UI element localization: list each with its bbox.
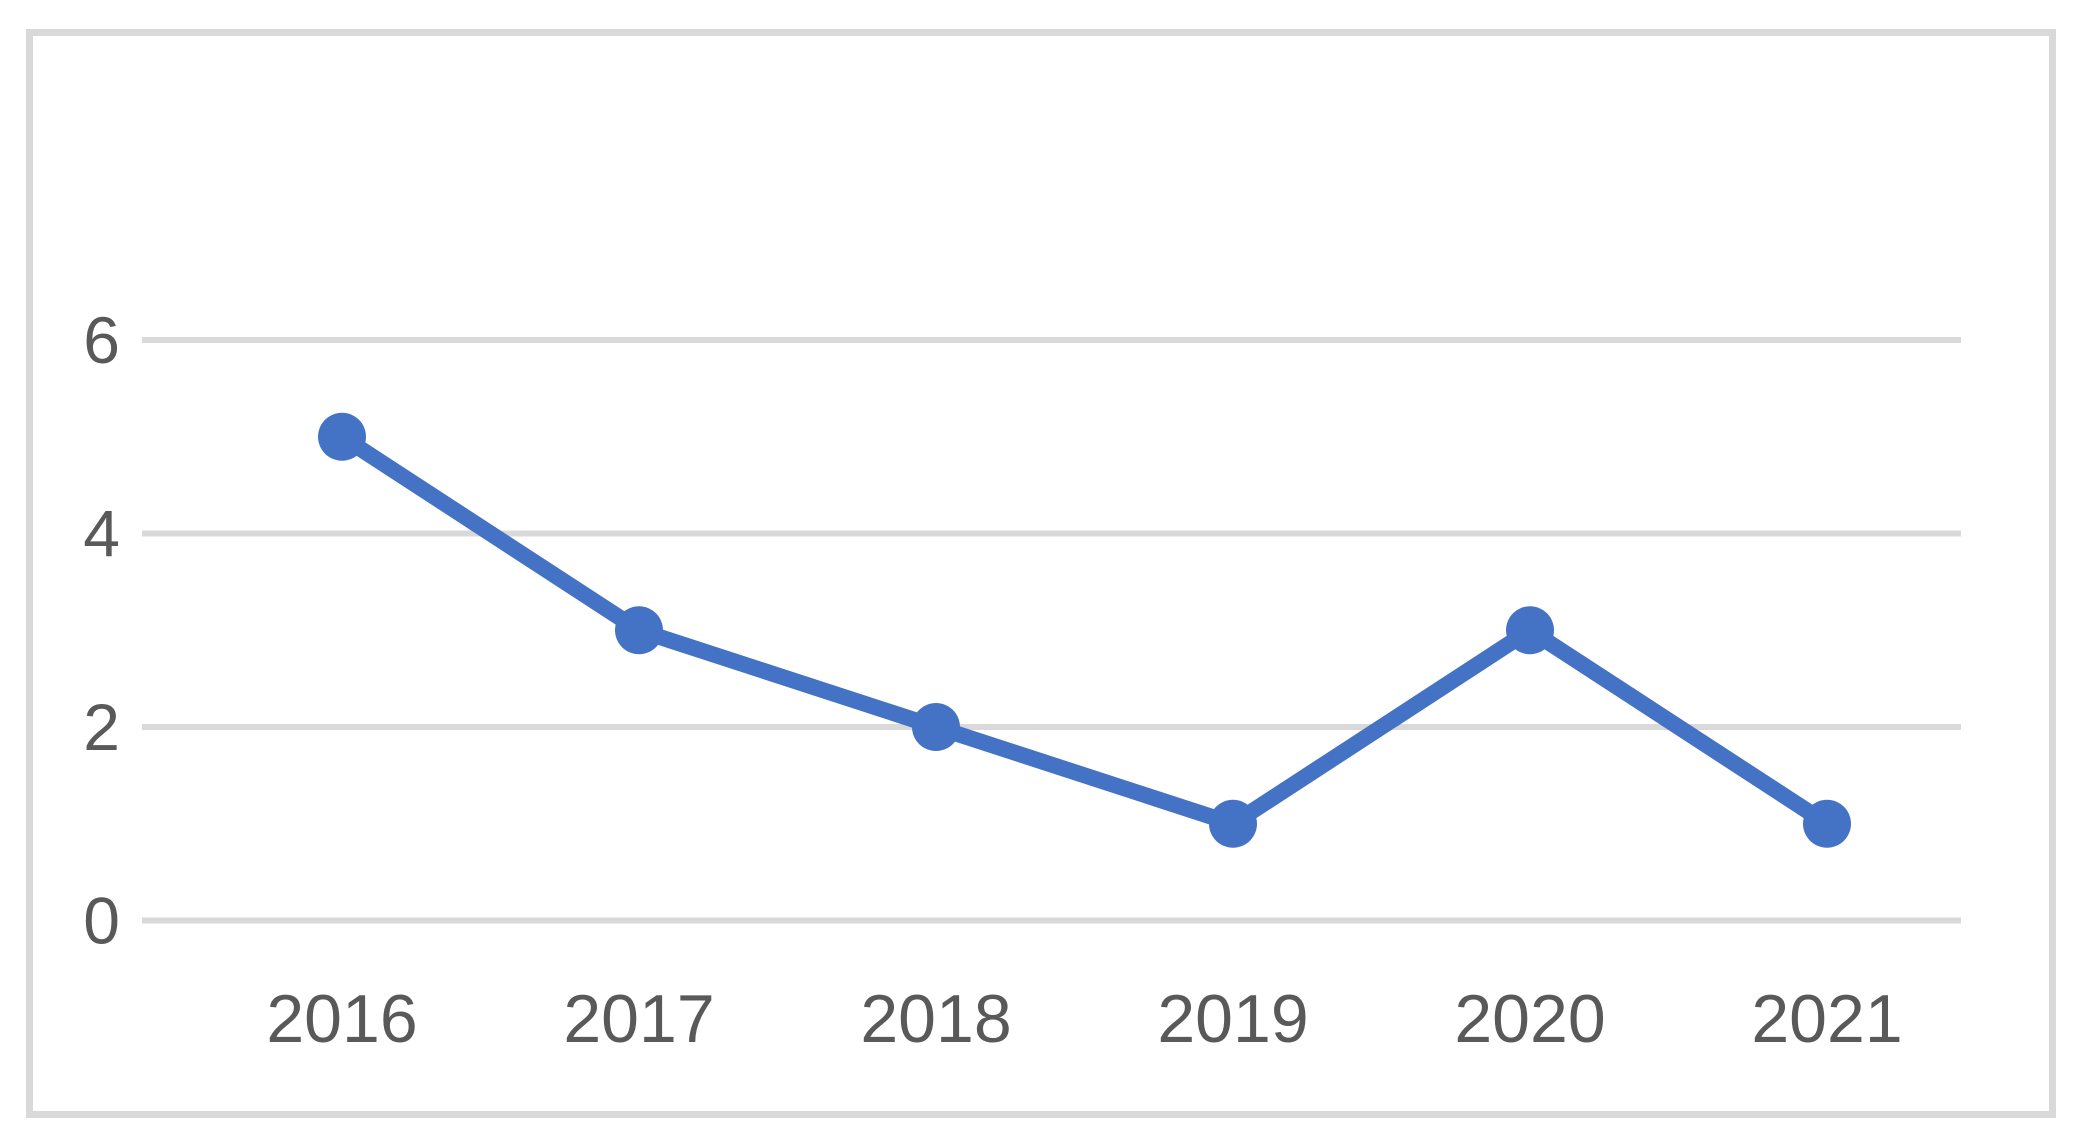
data-point-2018 bbox=[912, 703, 960, 751]
data-point-2020 bbox=[1506, 606, 1554, 655]
x-axis-tick-label: 2016 bbox=[266, 981, 417, 1057]
x-axis-tick-label: 2021 bbox=[1751, 981, 1902, 1057]
data-line bbox=[334, 428, 1835, 832]
data-point-2016 bbox=[318, 412, 366, 461]
x-axis-tick-label: 2020 bbox=[1454, 981, 1605, 1057]
y-axis-tick-label: 4 bbox=[83, 497, 120, 571]
data-point-2017 bbox=[615, 606, 663, 655]
y-axis-tick-label: 2 bbox=[83, 690, 120, 764]
y-axis-tick-label: 6 bbox=[83, 303, 120, 377]
x-axis-tick-label: 2018 bbox=[860, 981, 1011, 1057]
chart-frame bbox=[26, 29, 2056, 1118]
y-axis-tick-label: 0 bbox=[83, 884, 120, 958]
data-point-2021 bbox=[1803, 799, 1851, 848]
x-axis-tick-label: 2017 bbox=[563, 981, 714, 1057]
data-point-2019 bbox=[1209, 799, 1257, 848]
x-axis-tick-label: 2019 bbox=[1157, 981, 1308, 1057]
